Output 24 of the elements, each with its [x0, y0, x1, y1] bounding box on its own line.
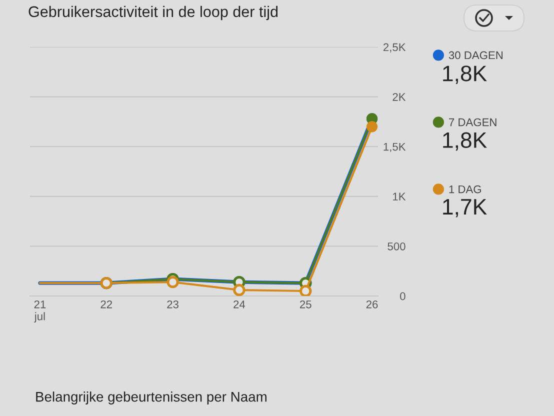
point — [366, 121, 378, 132]
x-tick-label: 21 jul — [34, 300, 46, 322]
y-tick-label: 1,5K — [384, 142, 406, 152]
legend-label: 1 DAG — [449, 185, 481, 194]
y-tick-label: 2,5K — [383, 43, 406, 52]
legend-label: 7 DAGEN — [449, 118, 496, 126]
text: Belangrijke gebeurtenissen per Naam — [36, 392, 266, 404]
chart-title: Gebruikersactiviteit in de loop der tijd — [28, 6, 278, 20]
text: 1,7K — [443, 199, 487, 218]
x-tick-label: 25 — [300, 300, 312, 308]
legend-label: 30 DAGEN — [448, 51, 502, 60]
x-tick-label: 24 — [234, 300, 246, 308]
y-tick-label: 1K — [393, 192, 406, 200]
text: 1,8K — [443, 132, 487, 151]
y-tick-label: 0 — [400, 292, 406, 300]
point — [166, 276, 179, 288]
x-tick-label: 22 — [100, 300, 112, 308]
text: 1,8K — [443, 66, 487, 84]
x-tick-label: 26 — [366, 300, 378, 308]
y-tick-label: 2K — [392, 93, 406, 101]
point — [233, 284, 246, 296]
y-tick-label: 500 — [388, 242, 406, 250]
point — [300, 284, 312, 296]
x-tick-label: 23 — [167, 300, 178, 308]
